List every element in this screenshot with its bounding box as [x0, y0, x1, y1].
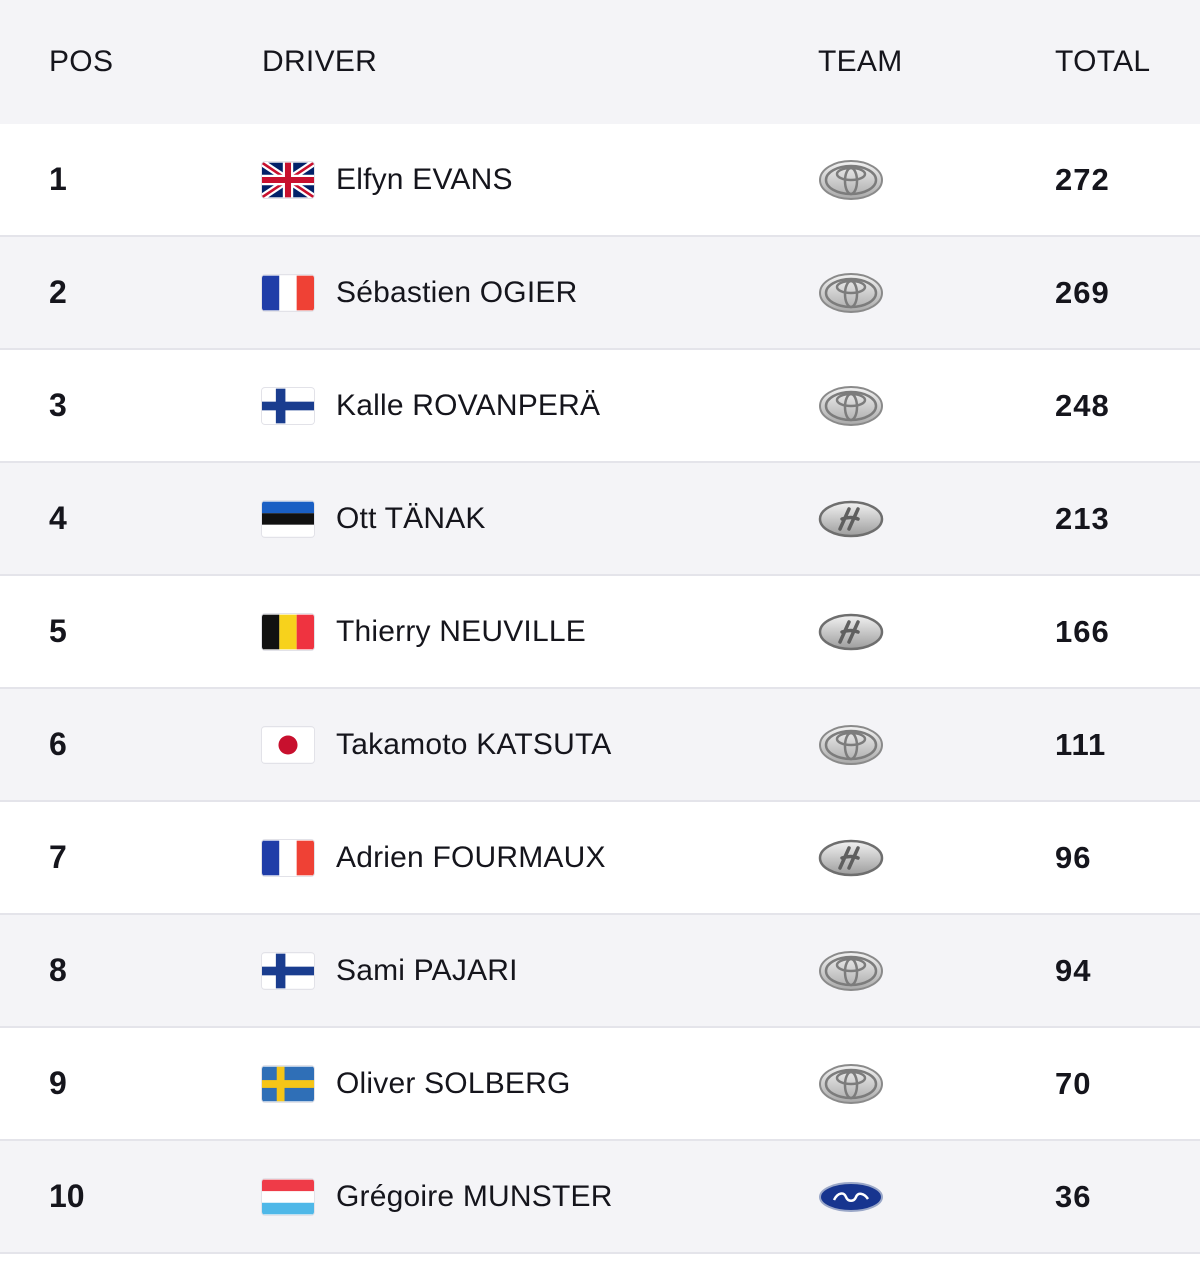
position-value: 8: [49, 952, 67, 988]
header-total: TOTAL: [1055, 45, 1151, 78]
estonia-flag-icon: [262, 501, 314, 537]
toyota-logo-icon: [818, 271, 884, 315]
total-points: 272: [1055, 161, 1110, 197]
toyota-logo-icon: [818, 158, 884, 202]
table-row[interactable]: 10 Grégoire MUNSTER 36: [0, 1141, 1200, 1254]
position-value: 7: [49, 839, 67, 875]
total-points: 213: [1055, 500, 1110, 536]
table-row[interactable]: 3 Kalle ROVANPERÄ 248: [0, 350, 1200, 463]
position-value: 2: [49, 274, 67, 310]
driver-name[interactable]: Sébastien OGIER: [336, 275, 578, 309]
driver-name[interactable]: Ott TÄNAK: [336, 501, 486, 535]
team-cell: [818, 1028, 884, 1139]
header-team: TEAM: [818, 45, 903, 78]
driver-cell: Elfyn EVANS: [262, 124, 513, 235]
position-value: 1: [49, 161, 67, 197]
driver-cell: Sébastien OGIER: [262, 237, 577, 348]
driver-name[interactable]: Thierry NEUVILLE: [336, 614, 586, 648]
driver-cell: Kalle ROVANPERÄ: [262, 350, 600, 461]
team-cell: [818, 463, 884, 574]
team-cell: [818, 1141, 884, 1252]
table-row[interactable]: 9 Oliver SOLBERG 70: [0, 1028, 1200, 1141]
driver-name[interactable]: Grégoire MUNSTER: [336, 1179, 613, 1213]
total-points: 94: [1055, 952, 1092, 988]
total-points: 166: [1055, 613, 1110, 649]
team-cell: [818, 124, 884, 235]
hyundai-logo-icon: [818, 497, 884, 541]
header-pos: POS: [49, 45, 114, 78]
table-row[interactable]: 4 Ott TÄNAK 213: [0, 463, 1200, 576]
table-row[interactable]: 8 Sami PAJARI 94: [0, 915, 1200, 1028]
driver-cell: Oliver SOLBERG: [262, 1028, 571, 1139]
total-points: 36: [1055, 1178, 1092, 1214]
driver-name[interactable]: Elfyn EVANS: [336, 162, 513, 196]
total-points: 269: [1055, 274, 1110, 310]
table-row[interactable]: 7 Adrien FOURMAUX 96: [0, 802, 1200, 915]
total-points: 96: [1055, 839, 1092, 875]
team-cell: [818, 915, 884, 1026]
position-value: 6: [49, 726, 67, 762]
finland-flag-icon: [262, 953, 314, 989]
team-cell: [818, 350, 884, 461]
toyota-logo-icon: [818, 384, 884, 428]
position-value: 3: [49, 387, 67, 423]
driver-cell: Grégoire MUNSTER: [262, 1141, 613, 1252]
total-points: 111: [1055, 726, 1107, 762]
position-value: 9: [49, 1065, 67, 1101]
team-cell: [818, 237, 884, 348]
table-row[interactable]: 5 Thierry NEUVILLE 166: [0, 576, 1200, 689]
table-header: POS DRIVER TEAM TOTAL: [0, 0, 1200, 124]
ford-logo-icon: [818, 1175, 884, 1219]
total-points: 70: [1055, 1065, 1092, 1101]
table-row[interactable]: 6 Takamoto KATSUTA 111: [0, 689, 1200, 802]
driver-name[interactable]: Takamoto KATSUTA: [336, 727, 612, 761]
team-cell: [818, 802, 884, 913]
toyota-logo-icon: [818, 723, 884, 767]
position-value: 10: [49, 1178, 85, 1214]
belgium-flag-icon: [262, 614, 314, 650]
driver-cell: Adrien FOURMAUX: [262, 802, 606, 913]
driver-cell: Takamoto KATSUTA: [262, 689, 612, 800]
driver-cell: Thierry NEUVILLE: [262, 576, 586, 687]
france-flag-icon: [262, 840, 314, 876]
hyundai-logo-icon: [818, 610, 884, 654]
driver-cell: Sami PAJARI: [262, 915, 518, 1026]
team-cell: [818, 576, 884, 687]
france-flag-icon: [262, 275, 314, 311]
driver-name[interactable]: Kalle ROVANPERÄ: [336, 388, 601, 422]
header-driver: DRIVER: [262, 45, 378, 78]
driver-cell: Ott TÄNAK: [262, 463, 486, 574]
japan-flag-icon: [262, 727, 314, 763]
driver-name[interactable]: Adrien FOURMAUX: [336, 840, 606, 874]
team-cell: [818, 689, 884, 800]
table-row[interactable]: 1 Elfyn EVANS 272: [0, 124, 1200, 237]
uk-flag-icon: [262, 161, 314, 198]
luxembourg-flag-icon: [262, 1179, 314, 1215]
sweden-flag-icon: [262, 1066, 314, 1102]
position-value: 4: [49, 500, 67, 536]
finland-flag-icon: [262, 388, 314, 424]
driver-name[interactable]: Sami PAJARI: [336, 953, 518, 987]
total-points: 248: [1055, 387, 1110, 423]
table-row[interactable]: 2 Sébastien OGIER 269: [0, 237, 1200, 350]
hyundai-logo-icon: [818, 836, 884, 880]
toyota-logo-icon: [818, 949, 884, 993]
toyota-logo-icon: [818, 1062, 884, 1106]
driver-name[interactable]: Oliver SOLBERG: [336, 1066, 571, 1100]
position-value: 5: [49, 613, 67, 649]
